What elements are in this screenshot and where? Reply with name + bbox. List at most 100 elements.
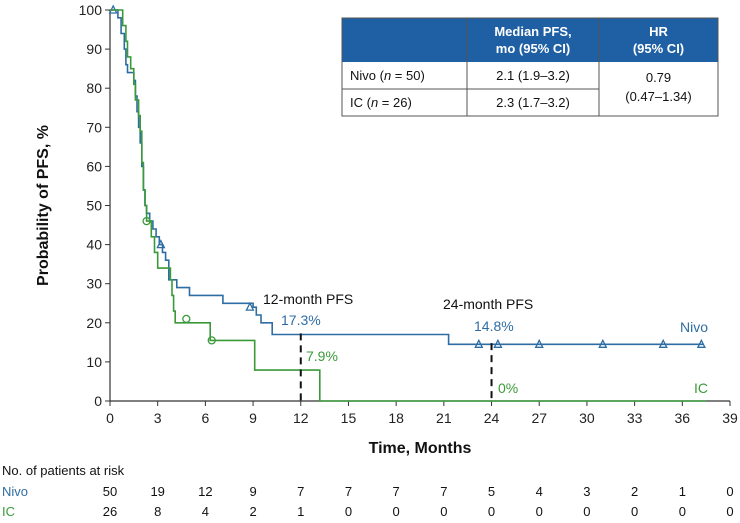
risk-cell: 0 (488, 504, 495, 519)
x-tick-label: 33 (627, 410, 643, 426)
y-tick-label: 60 (86, 158, 102, 174)
arm-n-value: = 26) (378, 95, 412, 110)
table-header-bg (342, 18, 718, 62)
x-tick-label: 21 (436, 410, 452, 426)
x-tick-label: 9 (249, 410, 257, 426)
risk-cell: 50 (103, 484, 117, 499)
curves-layer (108, 4, 707, 402)
risk-cell: 5 (488, 484, 495, 499)
risk-cell: 8 (154, 504, 161, 519)
landmark-12-nivo-value: 17.3% (281, 312, 321, 328)
risk-row-label-ic: IC (2, 504, 15, 519)
nivo-censor-mark (598, 338, 608, 348)
x-tick-label: 12 (293, 410, 309, 426)
x-tick-label: 6 (201, 410, 209, 426)
risk-cell: 3 (583, 484, 590, 499)
y-tick-label: 0 (94, 393, 102, 409)
annotations-layer: 12-month PFS 17.3% 7.9% 24-month PFS 14.8% 0%… (263, 291, 708, 401)
risk-cell: 7 (393, 484, 400, 499)
risk-table-title: No. of patients at risk (2, 463, 125, 478)
table-median-ic: 2.3 (1.7–3.2) (496, 95, 570, 110)
risk-cell: 0 (440, 504, 447, 519)
table-header-median: Median PFS, mo (95% CI) (494, 24, 571, 56)
summary-table: Median PFS, mo (95% CI) HR (95% CI) Nivo (n … (341, 17, 719, 117)
header-line: mo (95% CI) (496, 41, 570, 56)
x-tick-label: 18 (388, 410, 404, 426)
x-tick-label: 3 (154, 410, 162, 426)
x-tick-label: 15 (341, 410, 357, 426)
nivo-end-label: Nivo (680, 319, 708, 335)
arm-n-label: n (371, 95, 378, 110)
ic-survival-curve (110, 9, 707, 402)
y-tick-label: 90 (86, 41, 102, 57)
risk-cell: 0 (536, 504, 543, 519)
risk-cell: 4 (536, 484, 543, 499)
nivo-censor-mark (534, 338, 544, 348)
y-tick-label: 10 (86, 354, 102, 370)
risk-cell: 19 (150, 484, 164, 499)
nivo-survival-curve (110, 9, 703, 346)
x-axis-title: Time, Months (369, 440, 472, 457)
ic-end-label: IC (694, 380, 708, 396)
risk-cell: 0 (726, 504, 733, 519)
risk-cell: 1 (297, 504, 304, 519)
arm-name: Nivo ( (350, 68, 385, 83)
y-tick-label: 30 (86, 276, 102, 292)
risk-cell: 7 (440, 484, 447, 499)
y-tick-label: 20 (86, 315, 102, 331)
ic-censor-mark (207, 336, 216, 345)
x-tick-label: 36 (675, 410, 691, 426)
risk-cell: 7 (345, 484, 352, 499)
x-tick-label: 39 (722, 410, 738, 426)
risk-cell: 0 (583, 504, 590, 519)
landmark-24-ic-value: 0% (498, 380, 518, 396)
x-tick-label: 24 (484, 410, 500, 426)
x-tick-label: 0 (106, 410, 114, 426)
nivo-censor-mark (474, 338, 484, 348)
risk-cell: 9 (249, 484, 256, 499)
x-tick-label: 27 (531, 410, 547, 426)
table-hr-value: 0.79 (646, 70, 671, 85)
risk-cell: 7 (297, 484, 304, 499)
landmark-24-label: 24-month PFS (443, 296, 533, 312)
x-tick-label: 30 (579, 410, 595, 426)
table-arm-ic: IC (n = 26) (350, 95, 412, 110)
risk-cell: 12 (198, 484, 212, 499)
nivo-censor-mark (245, 301, 255, 311)
risk-row-label-nivo: Nivo (2, 484, 28, 499)
risk-cell: 4 (202, 504, 209, 519)
y-tick-label: 100 (79, 2, 103, 18)
risk-cell: 0 (679, 504, 686, 519)
header-line: Median PFS, (494, 24, 571, 39)
table-hr-ci: (0.47–1.34) (625, 89, 692, 104)
risk-cell: 2 (249, 504, 256, 519)
risk-cell: 2 (631, 484, 638, 499)
y-tick-label: 40 (86, 237, 102, 253)
nivo-censor-mark (493, 338, 503, 348)
landmark-12-label: 12-month PFS (263, 291, 353, 307)
table-header-hr: HR (95% CI) (633, 24, 684, 56)
risk-cell: 26 (103, 504, 117, 519)
risk-cell: 0 (345, 504, 352, 519)
risk-cell: 0 (393, 504, 400, 519)
risk-cell: 0 (726, 484, 733, 499)
table-median-nivo: 2.1 (1.9–3.2) (496, 68, 570, 83)
nivo-censor-mark (658, 338, 668, 348)
risk-cell: 0 (631, 504, 638, 519)
risk-cell: 1 (679, 484, 686, 499)
ic-censor-mark (142, 216, 151, 226)
y-tick-label: 50 (86, 198, 102, 214)
header-line: (95% CI) (633, 41, 684, 56)
arm-name: IC ( (350, 95, 372, 110)
arm-n-label: n (384, 68, 391, 83)
nivo-censor-mark (696, 338, 706, 348)
header-line: HR (649, 24, 668, 39)
landmark-24-nivo-value: 14.8% (474, 318, 514, 334)
table-arm-nivo: Nivo (n = 50) (350, 68, 425, 83)
y-tick-label: 80 (86, 80, 102, 96)
y-tick-label: 70 (86, 119, 102, 135)
arm-n-value: = 50) (391, 68, 425, 83)
